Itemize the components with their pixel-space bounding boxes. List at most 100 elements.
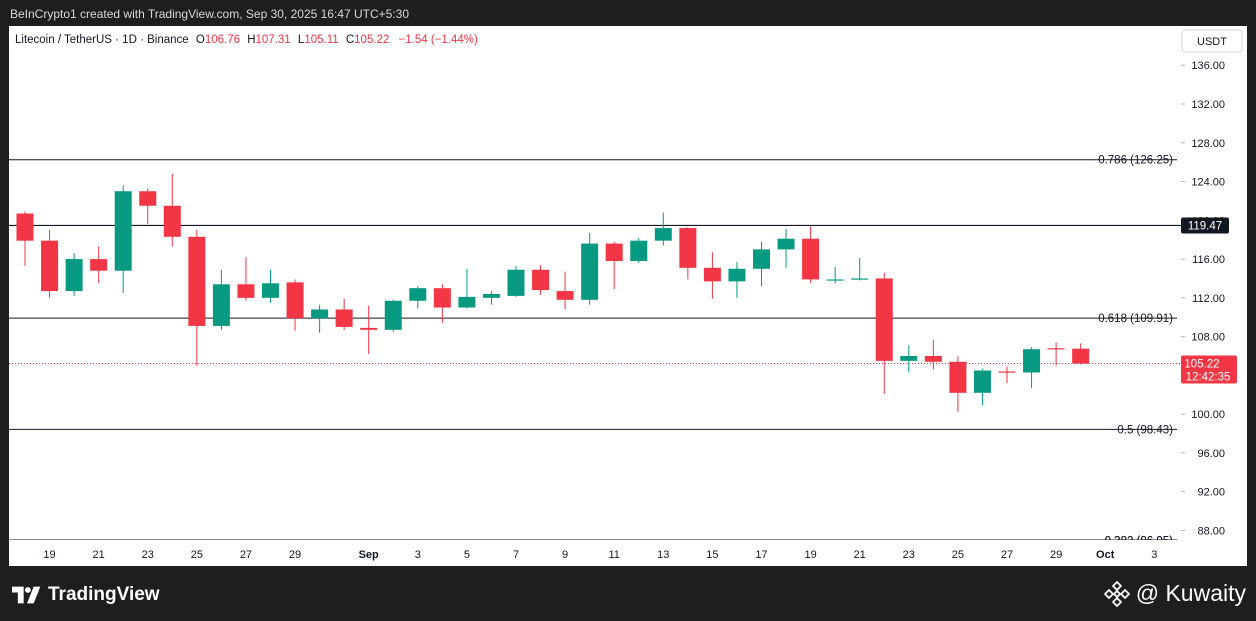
x-tick-label: 21 (854, 549, 866, 561)
candle-body (703, 267, 721, 282)
y-tick-label: 112.00 (1192, 293, 1225, 305)
last-price-countdown: 12:42:35 (1186, 372, 1231, 384)
candle-body (728, 268, 746, 282)
candle-body (556, 291, 574, 300)
candle-body (237, 284, 255, 298)
x-tick-label: Sep (359, 549, 379, 561)
candle (360, 305, 378, 355)
fib-levels: 0.786 (126.25) 0.618 (109.91) 0.5 (98.43) 0… (9, 155, 1181, 548)
candle (458, 268, 476, 309)
candle (188, 230, 206, 366)
candle (802, 226, 820, 284)
candle-body (826, 279, 844, 281)
candle-body (311, 309, 329, 319)
legend-close-label: C (346, 34, 354, 46)
candle (482, 291, 500, 305)
y-tick-label: 100.00 (1191, 409, 1225, 421)
candle-body (581, 243, 599, 300)
candle (753, 241, 770, 287)
candle (163, 173, 181, 247)
candle-body (875, 278, 893, 361)
candle-body (973, 370, 991, 393)
y-tick-label: 128.00 (1191, 138, 1225, 150)
x-tick-label: 23 (903, 549, 915, 561)
legend-low-value: 105.11 (304, 34, 338, 46)
candle (826, 266, 844, 284)
candle (998, 366, 1016, 384)
legend-change: −1.54 (−1.44%) (399, 34, 478, 46)
price-axis[interactable]: 136.00132.00128.00124.00120.00116.00112.… (1181, 60, 1237, 537)
candle-body (139, 191, 157, 206)
x-tick-label: 11 (608, 549, 619, 561)
tradingview-brand[interactable]: TradingView (12, 584, 160, 606)
candle-body (188, 236, 206, 326)
time-axis[interactable]: 19 21 23 25 27 29 Sep 3 5 7 9 11 13 15 17 19 21 23 25 27 29 O… (9, 540, 1247, 566)
x-tick-label: 3 (415, 549, 421, 561)
candle (532, 264, 550, 295)
x-tick-label: 17 (755, 549, 767, 561)
currency-button[interactable]: USDT (1181, 29, 1243, 53)
y-tick-label: 124.00 (1191, 177, 1225, 189)
candle (384, 299, 402, 332)
candle-body (262, 283, 279, 298)
legend-high-label: H (247, 34, 255, 46)
candle (311, 304, 329, 333)
candlestick-chart[interactable]: 0.786 (126.25) 0.618 (109.91) 0.5 (98.43) 0… (9, 26, 1247, 566)
candle-body (458, 296, 476, 308)
candle (433, 284, 451, 324)
candle (114, 185, 132, 293)
candle-body (212, 284, 230, 326)
x-tick-label: 9 (562, 549, 568, 561)
fib-level-label: 0.382 (86.95) (1105, 536, 1174, 548)
legend-high-value: 107.31 (256, 34, 291, 46)
credit-text: BeInCrypto1 created with TradingView.com… (10, 7, 410, 21)
candle-body (90, 259, 108, 271)
candle (900, 345, 918, 373)
candle (212, 269, 230, 330)
candle (605, 241, 623, 290)
candle-body (114, 191, 132, 271)
candle (949, 356, 967, 413)
candle-body (802, 238, 820, 280)
y-tick-label: 136.00 (1191, 60, 1225, 72)
candle (1023, 347, 1041, 388)
last-price-value: 105.22 (1184, 359, 1219, 371)
candle (139, 188, 157, 225)
x-tick-label: 5 (464, 549, 470, 561)
watermark-text: @ Kuwaity (1135, 580, 1246, 606)
candle-body (654, 228, 672, 241)
candle-body (532, 269, 550, 291)
tradingview-wordmark: TradingView (48, 584, 160, 605)
y-tick-label: 96.00 (1197, 448, 1225, 460)
candle-body (949, 361, 967, 393)
candle-body (1072, 348, 1090, 364)
x-tick-label: 29 (1050, 549, 1062, 561)
candle-body (65, 259, 83, 292)
fib-level-label: 0.786 (126.25) (1098, 155, 1173, 167)
y-tick-label: 92.00 (1197, 487, 1225, 499)
time-axis-background (9, 540, 1247, 566)
candle (286, 279, 304, 331)
legend-low-label: L (298, 34, 305, 46)
footer: TradingView @ Kuwaity (0, 566, 1256, 621)
x-tick-label: 15 (706, 549, 718, 561)
x-tick-label: Oct (1096, 549, 1115, 561)
x-tick-label: 3 (1151, 549, 1157, 561)
fib-level-label: 0.5 (98.43) (1117, 424, 1173, 436)
candle-body (630, 240, 648, 262)
candle (630, 237, 648, 263)
candle (507, 265, 525, 297)
resistance-price-tag: 119.47 (1181, 217, 1229, 234)
candle-body (335, 309, 353, 327)
candle (65, 253, 83, 296)
x-tick-label: 7 (513, 549, 519, 561)
watermark: @ Kuwaity (1103, 580, 1246, 607)
fib-level-label: 0.618 (109.91) (1098, 313, 1173, 325)
x-tick-label: 21 (93, 549, 105, 561)
candle (777, 229, 795, 268)
candle (924, 339, 942, 370)
chart-panel[interactable]: 0.786 (126.25) 0.618 (109.91) 0.5 (98.43) 0… (9, 26, 1247, 566)
credit-bar: BeInCrypto1 created with TradingView.com… (0, 0, 1256, 26)
y-tick-label: 116.00 (1192, 254, 1225, 266)
